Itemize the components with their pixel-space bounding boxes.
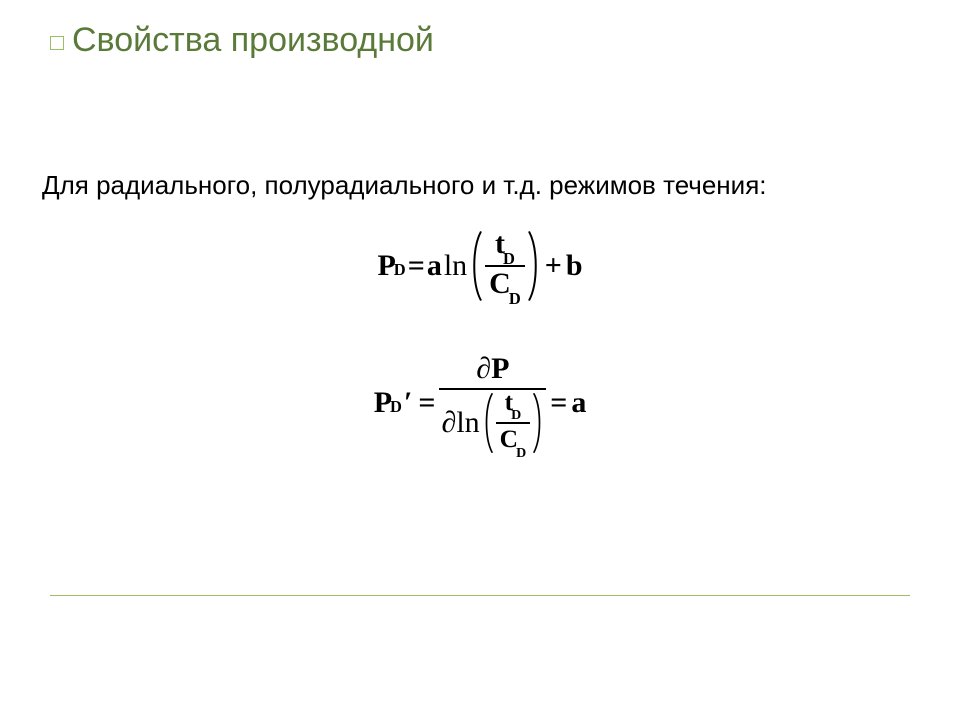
fraction-denominator: CD	[485, 267, 525, 306]
sym-eq: =	[418, 386, 435, 420]
formula-text: PD′ = ∂P ∂ ln tD	[374, 350, 587, 456]
sym-partial: ∂	[476, 352, 491, 386]
paren-left-icon	[482, 392, 494, 454]
formula-pd-derivative: PD′ = ∂P ∂ ln tD	[0, 350, 960, 456]
sym-C: C	[489, 267, 511, 300]
sym-sub-D: D	[511, 408, 521, 423]
fraction-numerator: tD	[501, 387, 526, 422]
paren-right-icon	[527, 230, 541, 302]
sym-b: b	[566, 249, 583, 283]
formula-pd-definition: PD = a ln tD CD	[0, 230, 960, 302]
divider-bottom	[50, 595, 910, 596]
sym-prime: ′	[404, 386, 412, 420]
sym-sub-D: D	[390, 397, 402, 417]
sym-eq: =	[408, 249, 425, 283]
sym-a: a	[571, 386, 586, 420]
fraction-numerator: ∂P	[474, 350, 511, 388]
slide-title: Свойства производной	[72, 20, 910, 61]
sym-plus: +	[545, 249, 562, 283]
fraction: tD CD	[496, 392, 531, 454]
fraction: tD CD	[485, 230, 525, 302]
paren-right-icon	[532, 392, 544, 454]
sym-sub-D: D	[394, 260, 406, 280]
slide: Свойства производной Для радиального, по…	[0, 0, 960, 720]
sym-ln: ln	[444, 249, 467, 283]
fraction-large: ∂P ∂ ln tD	[439, 350, 546, 456]
sym-sub-D: D	[516, 446, 526, 461]
fraction-numerator: tD	[491, 227, 519, 266]
fraction-denominator: CD	[496, 424, 531, 459]
sym-ln: ln	[456, 406, 479, 440]
sym-partial: ∂	[441, 406, 456, 440]
paren-group: tD CD	[469, 230, 541, 302]
sym-sub-D: D	[509, 289, 521, 308]
sym-P: P	[491, 352, 509, 386]
sym-sub-D: D	[503, 249, 515, 268]
body-paragraph: Для радиального, полурадиального и т.д. …	[42, 170, 767, 201]
formula-text: PD = a ln tD CD	[377, 230, 582, 302]
paren-left-icon	[469, 230, 483, 302]
paren-group: tD CD	[482, 392, 545, 454]
title-block: Свойства производной	[50, 20, 910, 61]
accent-square-icon	[50, 36, 64, 50]
sym-a: a	[427, 249, 442, 283]
sym-eq: =	[550, 386, 567, 420]
fraction-denominator: ∂ ln tD CD	[439, 390, 546, 456]
